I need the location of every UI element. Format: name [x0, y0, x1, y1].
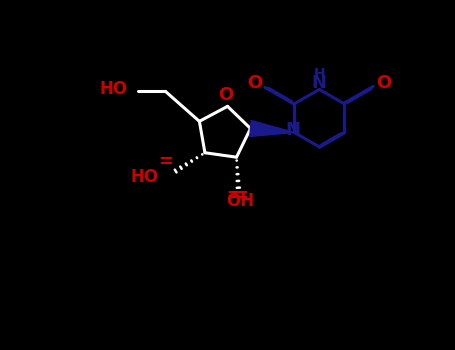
Text: OH: OH [227, 192, 255, 210]
Text: O: O [248, 74, 263, 92]
Text: H: H [313, 67, 325, 81]
Text: HO: HO [100, 80, 127, 98]
Text: O: O [218, 86, 233, 104]
Text: N: N [285, 121, 300, 140]
Text: N: N [312, 75, 327, 92]
Text: O: O [376, 74, 391, 92]
Text: HO: HO [131, 168, 159, 186]
Polygon shape [250, 120, 294, 136]
